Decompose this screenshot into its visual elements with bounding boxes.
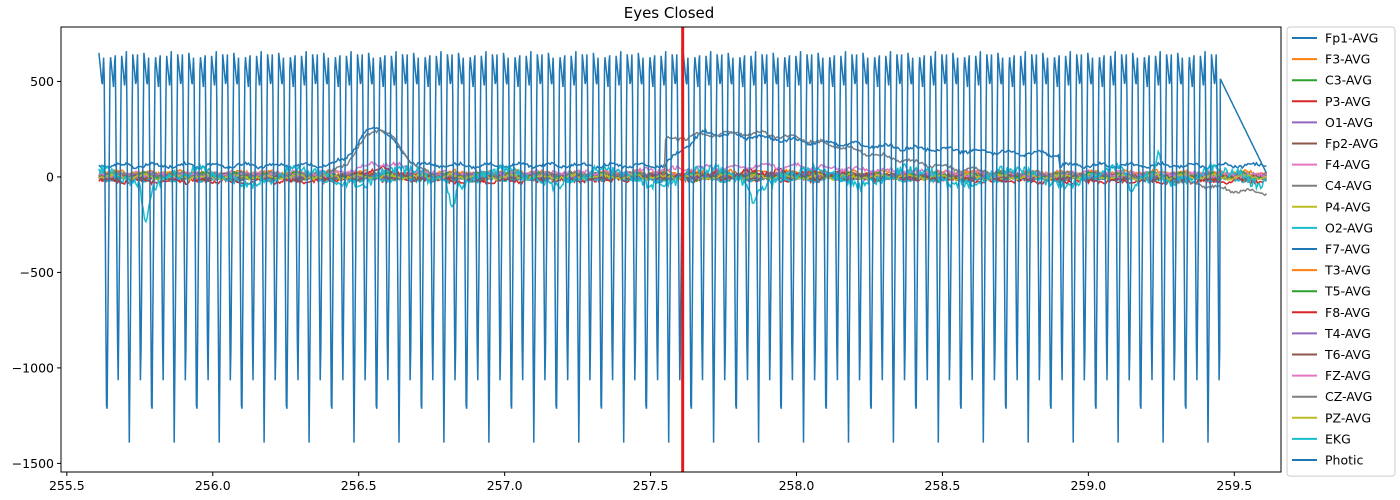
- legend-label: T4-AVG: [1324, 326, 1371, 341]
- legend-box: [1286, 26, 1396, 477]
- x-axis: 255.5 256.0 256.5 257.0 257.5 258.0 258.5 259.0…: [49, 472, 1252, 493]
- legend-label: P3-AVG: [1325, 94, 1371, 109]
- legend-label: T5-AVG: [1324, 284, 1371, 299]
- x-tick-label: 256.0: [195, 478, 231, 493]
- legend-label: Photic: [1325, 453, 1363, 468]
- legend-label: T6-AVG: [1324, 347, 1371, 362]
- legend: Fp1-AVG F3-AVG C3-AVG P3-AVG O1-AVG Fp2-AVG F4…: [1286, 26, 1396, 477]
- y-tick-label: −1000: [12, 360, 54, 375]
- y-tick-label: −500: [20, 265, 54, 280]
- x-tick-label: 258.5: [925, 478, 961, 493]
- legend-label: CZ-AVG: [1325, 389, 1372, 404]
- x-tick-label: 255.5: [49, 478, 85, 493]
- x-tick-label: 259.5: [1216, 478, 1252, 493]
- legend-label: F4-AVG: [1325, 157, 1370, 172]
- x-tick-label: 259.0: [1070, 478, 1106, 493]
- legend-label: FZ-AVG: [1325, 368, 1371, 383]
- plot-area: [98, 27, 1268, 472]
- legend-label: F7-AVG: [1325, 242, 1370, 257]
- chart-title: Eyes Closed: [624, 4, 715, 22]
- y-tick-label: 0: [46, 169, 54, 184]
- legend-label: T3-AVG: [1324, 263, 1371, 278]
- legend-label: O1-AVG: [1325, 115, 1373, 130]
- legend-label: F3-AVG: [1325, 52, 1370, 67]
- y-tick-label: 500: [30, 74, 54, 89]
- legend-label: Fp1-AVG: [1325, 31, 1378, 46]
- legend-label: PZ-AVG: [1325, 410, 1371, 425]
- y-tick-label: −1500: [12, 456, 54, 471]
- x-tick-label: 256.5: [341, 478, 377, 493]
- x-tick-label: 257.0: [487, 478, 523, 493]
- y-axis: 500 0 −500 −1000 −1500: [12, 74, 61, 471]
- legend-label: P4-AVG: [1325, 199, 1371, 214]
- legend-label: Fp2-AVG: [1325, 136, 1378, 151]
- legend-label: C3-AVG: [1325, 73, 1372, 88]
- legend-label: F8-AVG: [1325, 305, 1370, 320]
- axes-frame: [60, 26, 1282, 473]
- x-tick-label: 257.5: [633, 478, 669, 493]
- legend-label: O2-AVG: [1325, 220, 1373, 235]
- legend-label: C4-AVG: [1325, 178, 1372, 193]
- legend-label: EKG: [1325, 431, 1351, 446]
- x-tick-label: 258.0: [779, 478, 815, 493]
